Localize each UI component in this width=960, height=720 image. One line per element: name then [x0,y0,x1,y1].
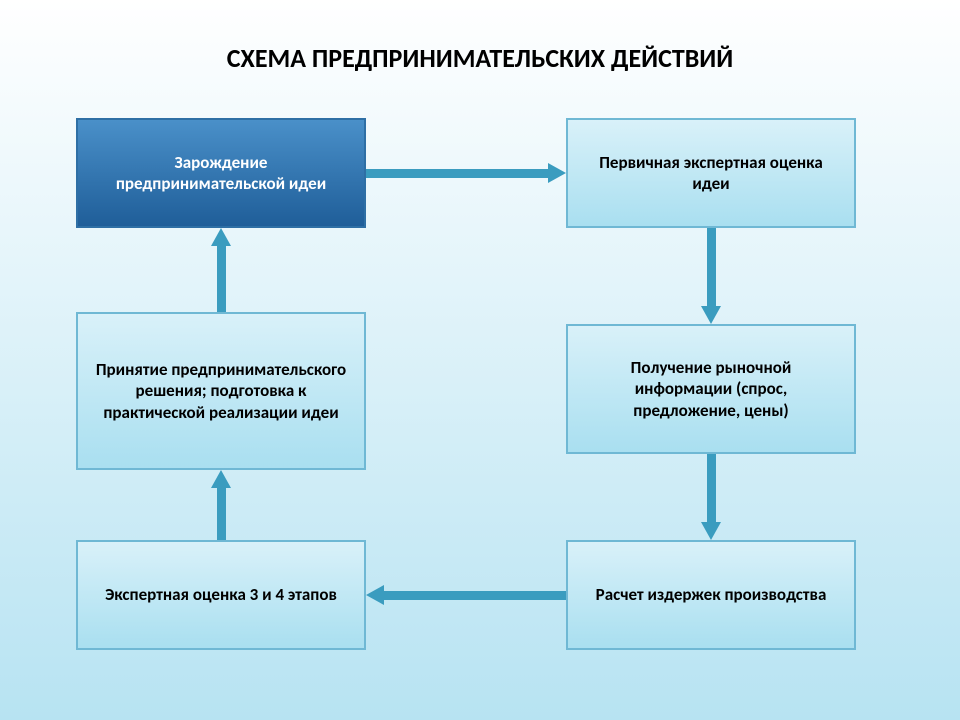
flowchart-node-n5: Экспертная оценка 3 и 4 этапов [76,540,366,650]
arrow-line [217,246,226,312]
arrow-head [366,585,384,605]
flowchart-node-n6: Принятие предпринимательского решения; п… [76,312,366,470]
arrow-head [548,163,566,183]
flowchart-node-n2: Первичная экспертная оценка идеи [566,118,856,228]
flowchart-node-n4: Расчет издержек производства [566,540,856,650]
arrow-line [366,169,548,178]
arrow-head [701,306,721,324]
arrow-head [211,470,231,488]
arrow-line [384,591,566,600]
arrow-line [707,454,716,522]
flowchart-node-n3: Получение рыночной информации (спрос, пр… [566,324,856,454]
arrow-head [211,228,231,246]
arrow-line [217,488,226,540]
flowchart-node-n1: Зарождение предпринимательской идеи [76,118,366,228]
diagram-title: СХЕМА ПРЕДПРИНИМАТЕЛЬСКИХ ДЕЙСТВИЙ [0,42,960,74]
arrow-line [707,228,716,306]
arrow-head [701,522,721,540]
